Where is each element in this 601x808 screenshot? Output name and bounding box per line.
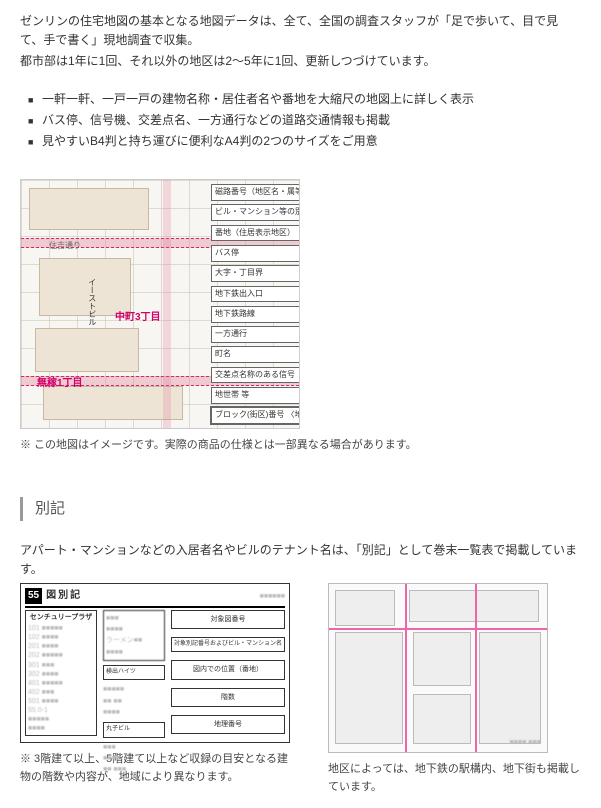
callout-label: 町名 (211, 346, 300, 363)
zubetsuki-callout: 対象別記番号およびビル・マンション名 (171, 637, 285, 652)
zubetsuki-title: 図別記 (46, 588, 82, 604)
zubetsuki-callout: 図内での位置（番地） (171, 660, 285, 679)
zubetsuki-diagram: 55 図別記 ■■■■■■ センチュリープラザ 101 ■■■■■102 ■■■… (20, 583, 290, 743)
betsuki-right-note: 地区によっては、地下鉄の駅構内、地下街も掲載しています。 (328, 761, 581, 796)
building-label: イーストビル (85, 278, 98, 326)
callout-label: 一方通行 (211, 326, 300, 343)
callout-label: 地下鉄路線 (211, 306, 300, 323)
map-sample-diagram: 中町3丁目 無稼1丁目 住吉通り イーストビル 磁路番号（地区名・属等） ビル・… (20, 179, 300, 429)
callout-label: 交差点名称のある信号 (211, 367, 300, 384)
intro-paragraph-1: ゼンリンの住宅地図の基本となる地図データは、全て、全国の調査スタッフが「足で歩い… (20, 12, 581, 50)
feature-item: 見やすいB4判と持ち運びに便利なA4判の2つのサイズをご用意 (28, 132, 581, 151)
callout-label: 地世帯 等 (211, 387, 300, 404)
intro-paragraph-2: 都市部は1年に1回、それ以外の地区は2〜5年に1回、更新しつづけています。 (20, 52, 581, 71)
callout-label: 地下鉄出入口 (211, 286, 300, 303)
section-heading-betsuki: 別記 (20, 497, 581, 521)
callout-label: バス停 (211, 245, 300, 262)
feature-item: バス停、信号機、交差点名、一方通行などの道路交通情報も掲載 (28, 111, 581, 130)
zubetsuki-callout: 階数 (171, 688, 285, 707)
map-disclaimer: ※ この地図はイメージです。実際の商品の仕様とは一部異なる場合があります。 (20, 437, 581, 455)
feature-item: 一軒一軒、一戸一戸の建物名称・居住者名や番地を大縮尺の地図上に詳しく表示 (28, 90, 581, 109)
feature-list: 一軒一軒、一戸一戸の建物名称・居住者名や番地を大縮尺の地図上に詳しく表示 バス停… (28, 90, 581, 152)
callout-label: ビル・マンション等の別記整理番号 (211, 204, 300, 221)
underground-diagram: ■■■■ ■■■ (328, 583, 548, 753)
betsuki-lead: アパート・マンションなどの入居者名やビルのテナント名は、「別記」として巻末一覧表… (20, 541, 581, 579)
district-label: 中町3丁目 (115, 310, 161, 326)
zubetsuki-callout: 地理番号 (171, 715, 285, 734)
zubetsuki-number: 55 (25, 588, 42, 604)
zubetsuki-mid-box: 検出ハイツ (103, 665, 165, 681)
callout-label: 番地（住居表示地区） (211, 225, 300, 242)
street-label: 住吉通り (49, 240, 81, 253)
callout-label: 磁路番号（地区名・属等） (211, 184, 300, 201)
district-label: 無稼1丁目 (37, 376, 83, 392)
callout-label: 大字・丁目界 (211, 265, 300, 282)
zubetsuki-mid-box: 丸子ビル (103, 722, 165, 738)
callout-label: ブロック(街区)番号 〈地番地区〉 (211, 407, 300, 424)
zubetsuki-callout: 対象図番号 (171, 610, 285, 629)
zubetsuki-left-title: センチュリープラザ (28, 613, 94, 622)
